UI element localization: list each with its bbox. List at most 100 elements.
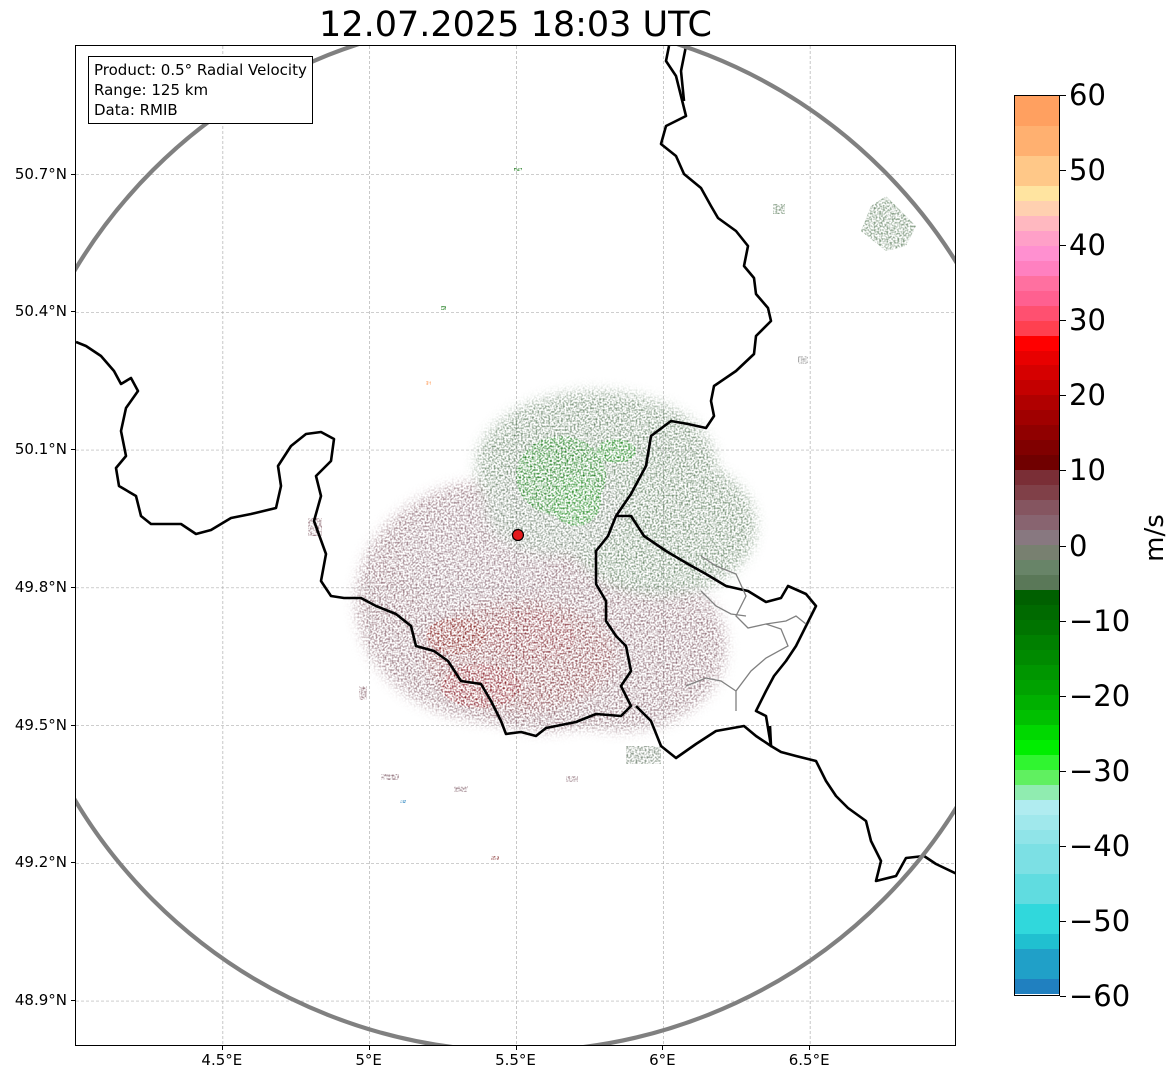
colorbar-tick <box>1060 395 1066 397</box>
colorbar-band <box>1015 185 1059 201</box>
colorbar-band <box>1015 485 1059 501</box>
velocity-colorbar <box>1014 95 1060 996</box>
colorbar-band <box>1015 215 1059 231</box>
colorbar-band <box>1015 560 1059 576</box>
colorbar-band <box>1015 874 1059 905</box>
colorbar-band <box>1015 395 1059 411</box>
colorbar-tick-label: 30 <box>1069 303 1106 338</box>
colorbar-tick <box>1060 95 1066 96</box>
colorbar-band <box>1015 365 1059 381</box>
latitude-tick <box>71 449 75 451</box>
map-panel[interactable] <box>75 45 956 1046</box>
map-title: 12.07.2025 18:03 UTC <box>319 5 712 45</box>
longitude-tick <box>809 1046 811 1050</box>
colorbar-tick-label: −50 <box>1069 903 1131 938</box>
longitude-tick-label: 6°E <box>649 1051 676 1069</box>
colorbar-band <box>1015 619 1059 635</box>
colorbar-band <box>1015 904 1059 935</box>
colorbar-band <box>1015 844 1059 875</box>
latitude-tick-label: 49.2°N <box>14 853 67 872</box>
colorbar-tick <box>1060 170 1066 172</box>
colorbar-band <box>1015 934 1059 950</box>
colorbar-tick-label: −40 <box>1069 828 1131 863</box>
colorbar-band <box>1015 350 1059 366</box>
regional-borders <box>685 555 807 711</box>
colorbar-band <box>1015 709 1059 725</box>
colorbar-tick <box>1060 996 1066 997</box>
colorbar-band <box>1015 455 1059 471</box>
latitude-tick-label: 49.8°N <box>14 577 67 596</box>
colorbar-band <box>1015 380 1059 396</box>
colorbar-band <box>1015 829 1059 845</box>
longitude-tick-label: 6.5°E <box>788 1051 830 1069</box>
longitude-tick-label: 5.5°E <box>495 1051 536 1069</box>
colorbar-band <box>1015 155 1059 186</box>
colorbar-tick <box>1060 545 1066 547</box>
colorbar-band <box>1015 545 1059 561</box>
colorbar-band <box>1015 679 1059 695</box>
latitude-tick-label: 48.9°N <box>14 991 67 1010</box>
latitude-tick-label: 50.1°N <box>14 440 67 459</box>
colorbar-tick <box>1060 695 1066 697</box>
colorbar-tick-label: 0 <box>1069 528 1088 563</box>
colorbar-band <box>1015 96 1059 126</box>
colorbar-tick <box>1060 320 1066 322</box>
radar-site-marker[interactable] <box>511 528 525 542</box>
colorbar-band <box>1015 604 1059 620</box>
colorbar-band <box>1015 575 1059 591</box>
latitude-tick-label: 50.7°N <box>14 164 67 183</box>
colorbar-tick <box>1060 770 1066 772</box>
colorbar-band <box>1015 260 1059 276</box>
latitude-tick <box>71 173 75 175</box>
colorbar-band <box>1015 664 1059 680</box>
colorbar-band <box>1015 200 1059 216</box>
colorbar-tick-label: 60 <box>1069 78 1106 112</box>
colorbar-band <box>1015 724 1059 740</box>
colorbar-band <box>1015 335 1059 351</box>
colorbar-band <box>1015 305 1059 321</box>
colorbar-tick <box>1060 845 1066 847</box>
colorbar-band <box>1015 649 1059 665</box>
colorbar-band <box>1015 410 1059 426</box>
colorbar-tick <box>1060 245 1066 247</box>
colorbar-tick-label: 10 <box>1069 453 1106 488</box>
longitude-tick <box>221 1046 223 1050</box>
colorbar-band <box>1015 634 1059 650</box>
longitude-tick <box>662 1046 664 1050</box>
colorbar-band <box>1015 754 1059 770</box>
colorbar-tick-label: −10 <box>1069 603 1131 638</box>
info-product: Product: 0.5° Radial Velocity <box>94 61 307 79</box>
info-data-source: Data: RMIB <box>94 101 178 119</box>
colorbar-band <box>1015 425 1059 441</box>
colorbar-tick <box>1060 470 1066 472</box>
colorbar-tick-label: 50 <box>1069 153 1106 188</box>
latitude-tick <box>71 724 75 726</box>
colorbar-band <box>1015 814 1059 830</box>
latitude-tick <box>71 862 75 864</box>
radar-map[interactable] <box>76 46 956 1046</box>
colorbar-band <box>1015 320 1059 336</box>
country-borders <box>76 46 955 883</box>
latitude-tick <box>71 311 75 313</box>
colorbar-band <box>1015 769 1059 785</box>
latitude-tick <box>71 1000 75 1002</box>
longitude-tick <box>368 1046 370 1050</box>
colorbar-unit-label: m/s <box>1140 514 1170 562</box>
colorbar-tick <box>1060 920 1066 922</box>
latitude-tick-label: 50.4°N <box>14 302 67 321</box>
colorbar-band <box>1015 500 1059 516</box>
colorbar-band <box>1015 275 1059 291</box>
colorbar-band <box>1015 230 1059 246</box>
longitude-tick-label: 4.5°E <box>201 1051 243 1069</box>
colorbar-tick-label: −20 <box>1069 678 1131 713</box>
colorbar-band <box>1015 515 1059 531</box>
colorbar-band <box>1015 470 1059 486</box>
colorbar-tick-label: 20 <box>1069 378 1106 413</box>
colorbar-tick <box>1060 620 1066 622</box>
longitude-tick-label: 5°E <box>355 1051 382 1069</box>
colorbar-band <box>1015 784 1059 800</box>
velocity-echoes <box>308 168 916 860</box>
colorbar-band <box>1015 125 1059 156</box>
colorbar-band <box>1015 440 1059 456</box>
latitude-tick <box>71 586 75 588</box>
